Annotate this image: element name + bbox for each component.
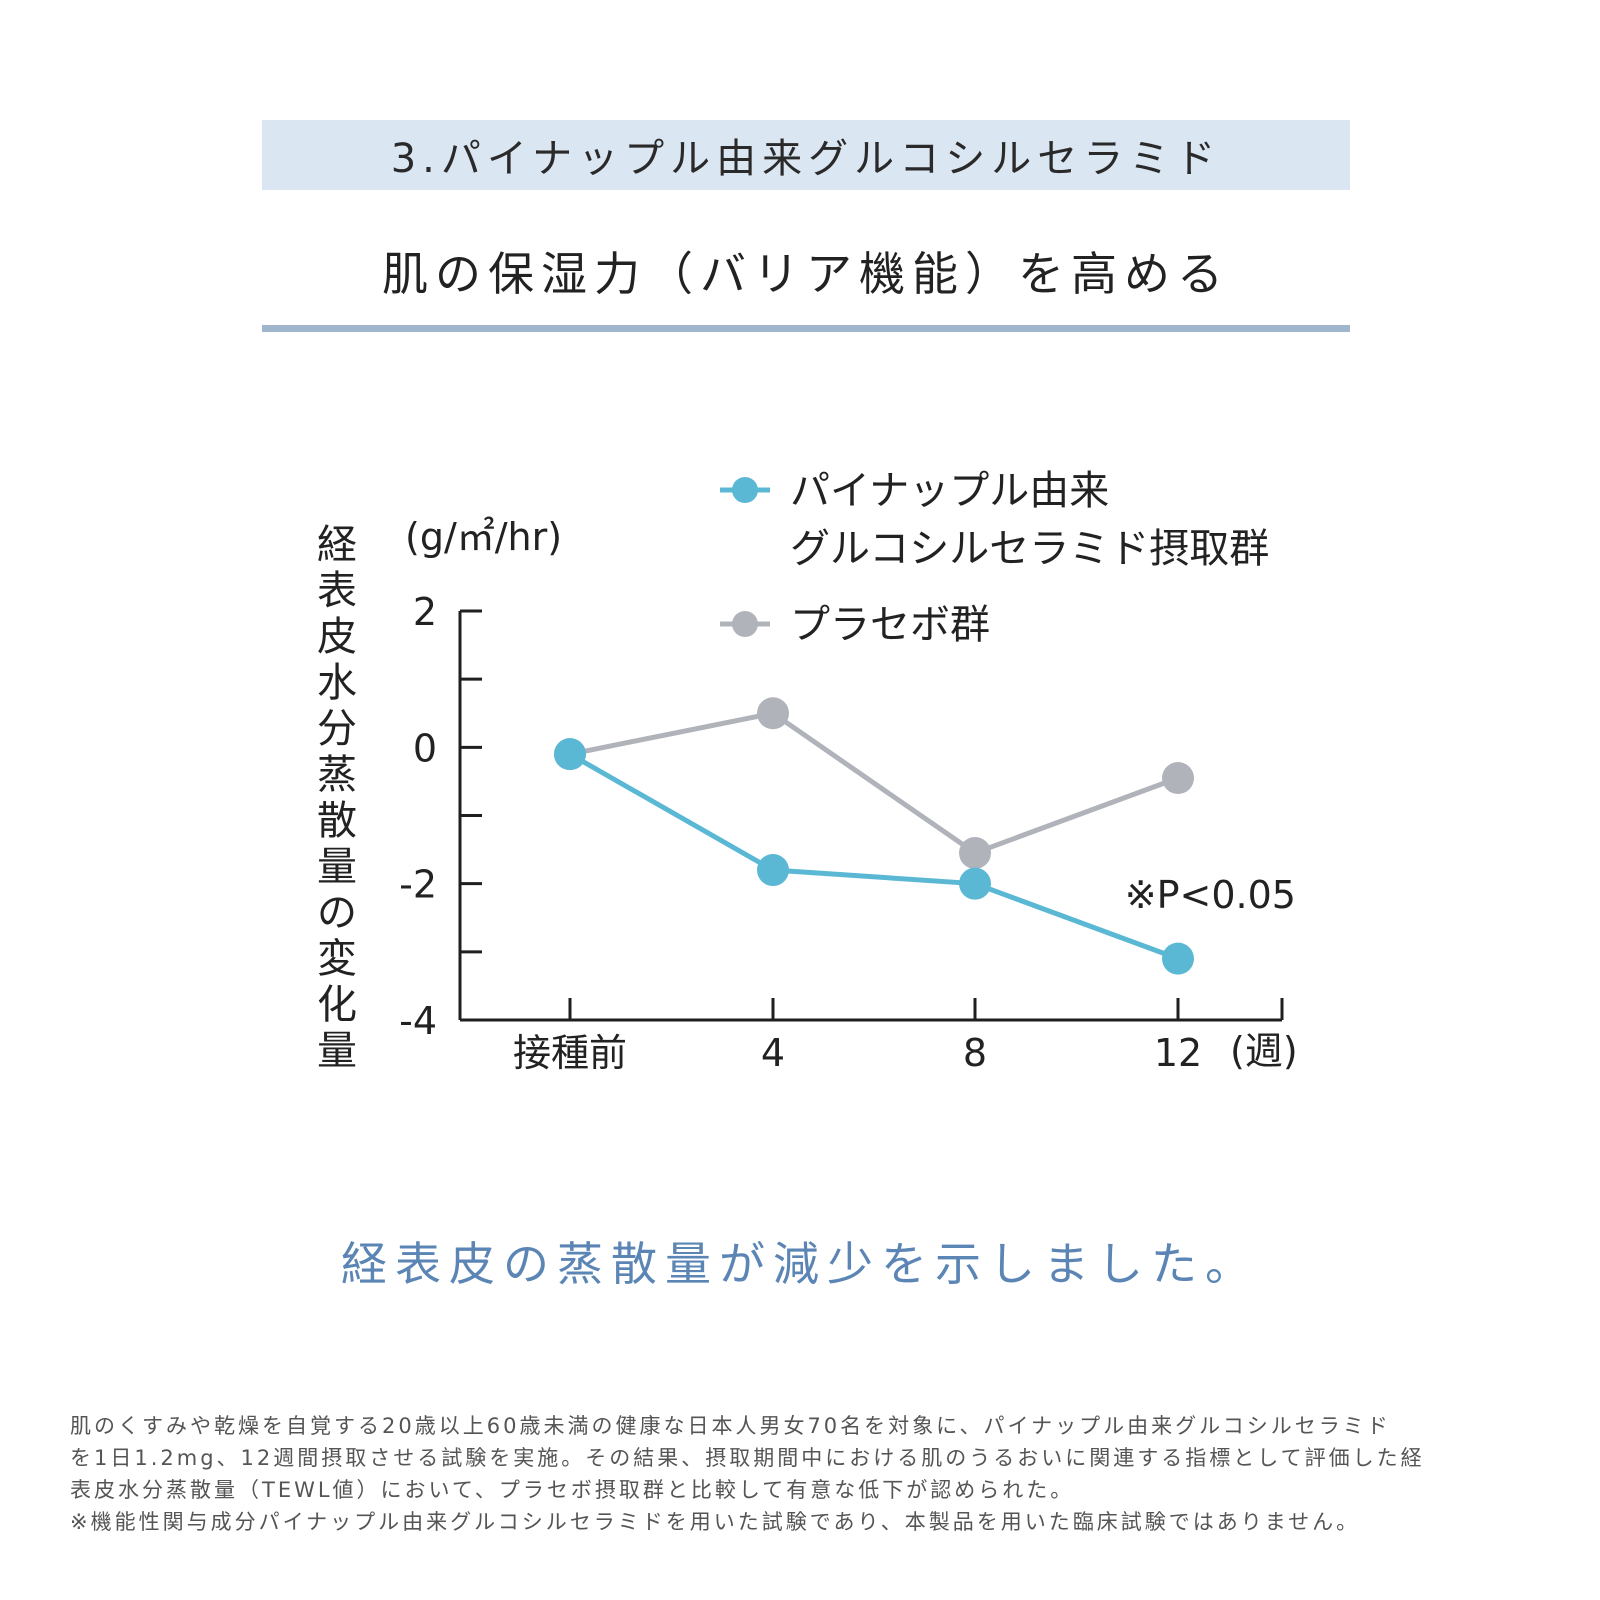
footnote-line: 肌のくすみや乾燥を自覚する20歳以上60歳未満の健康な日本人男女70名を対象に、…: [70, 1414, 1391, 1438]
section-title: 3.パイナップル由来グルコシルセラミド: [390, 136, 1222, 182]
x-tick-label: 8: [963, 1031, 987, 1075]
legend-label: グルコシルセラミド摂取群: [790, 526, 1269, 572]
data-point: [757, 697, 789, 730]
footnote-line: を1日1.2mg、12週間摂取させる試験を実施。その結果、摂取期間中における肌の…: [70, 1446, 1425, 1470]
footnote-line: 表皮水分蒸散量（TEWL値）において、プラセボ摂取群と比較して有意な低下が認めら…: [70, 1478, 1075, 1502]
conclusion-text: 経表皮の蒸散量が減少を示しました。: [341, 1237, 1259, 1291]
chart-axes: 2 0 -2 -4 接種前 4 8 12: [399, 590, 1284, 1075]
significance-annotation: ※P<0.05: [1125, 873, 1296, 917]
y-tick-label: -4: [399, 999, 437, 1043]
series-line: [568, 751, 1179, 961]
y-tick-label: -2: [399, 863, 437, 907]
footnote-line: ※機能性関与成分パイナップル由来グルコシルセラミドを用いた試験であり、本製品を用…: [70, 1510, 1361, 1534]
legend-label: プラセボ群: [790, 602, 990, 648]
x-axis-unit: (週): [1230, 1029, 1298, 1073]
legend-label: パイナップル由来: [790, 468, 1109, 514]
y-tick-label: 0: [413, 726, 437, 770]
chart-series: [554, 697, 1194, 975]
subtitle-underline: [262, 325, 1350, 332]
legend-marker: [732, 477, 758, 503]
legend-marker: [732, 611, 758, 637]
series-line: [569, 710, 1179, 856]
x-tick-label: 4: [761, 1031, 785, 1075]
data-point: [554, 738, 586, 771]
data-point: [959, 836, 991, 869]
section-header-band: 3.パイナップル由来グルコシルセラミド: [262, 120, 1350, 190]
data-point: [959, 867, 991, 900]
data-point: [1162, 942, 1194, 975]
y-tick-label: 2: [413, 590, 437, 634]
data-point: [1162, 762, 1194, 795]
x-tick-label: 12: [1154, 1031, 1202, 1075]
section-subtitle: 肌の保湿力（バリア機能）を高める: [382, 247, 1230, 301]
y-axis-unit: (g/㎡/hr): [405, 515, 562, 559]
y-axis-label: 経表皮水分蒸散量の変化量: [317, 522, 357, 1074]
x-tick-label: 接種前: [513, 1031, 627, 1075]
footnote: 肌のくすみや乾燥を自覚する20歳以上60歳未満の健康な日本人男女70名を対象に、…: [70, 1410, 1540, 1538]
data-point: [757, 854, 789, 887]
